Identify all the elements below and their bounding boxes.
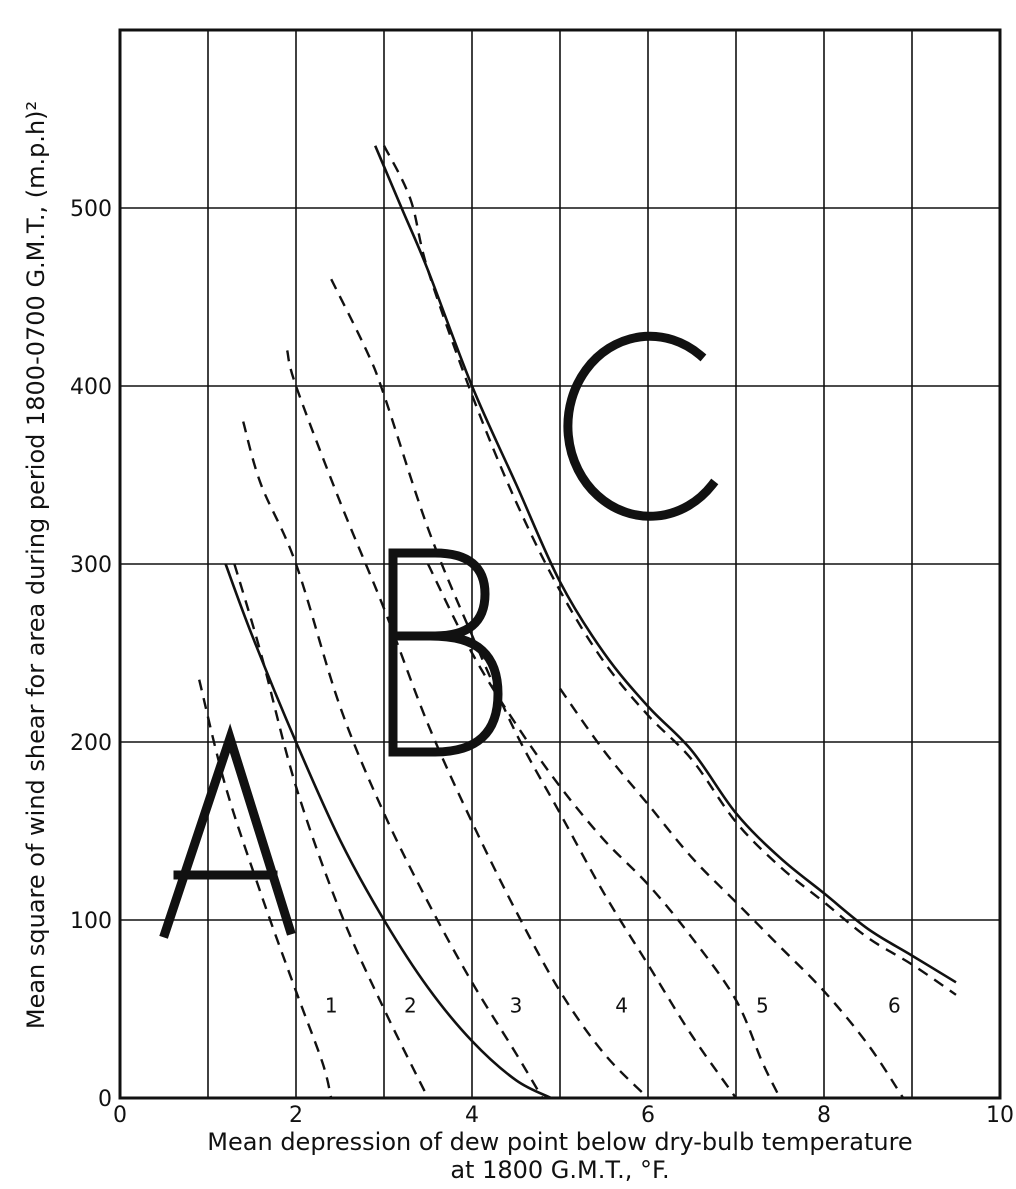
- region-label-2: 2: [404, 994, 417, 1018]
- x-axis-label-line1: Mean depression of dew point below dry-b…: [207, 1128, 912, 1156]
- curve-8-dashed: [382, 145, 957, 996]
- curve-1-dashed: [198, 679, 333, 1099]
- x-tick-label: 8: [817, 1103, 831, 1128]
- region-label-6: 6: [888, 994, 901, 1018]
- curve-5-dashed: [286, 350, 649, 1099]
- zone-letters: [159, 331, 719, 939]
- y-tick-label: 500: [70, 197, 112, 222]
- x-axis-label-line2: at 1800 G.M.T., °F.: [450, 1156, 669, 1184]
- x-tick-label: 10: [986, 1103, 1014, 1128]
- curve-9-dashed: [426, 563, 782, 1099]
- curve-4-dashed: [242, 421, 544, 1099]
- curve-10-dashed: [559, 687, 905, 1099]
- region-label-4: 4: [615, 994, 628, 1018]
- region-label-5: 5: [756, 994, 769, 1018]
- x-tick-label: 4: [465, 1103, 479, 1128]
- zone-letter-b: [388, 548, 503, 757]
- y-tick-label: 300: [70, 553, 112, 578]
- region-labels: 1 2 3 4 5 6: [325, 994, 901, 1018]
- y-tick-label: 0: [98, 1087, 112, 1112]
- plot-frame: [118, 28, 1002, 1100]
- curve-3-solid: [224, 563, 552, 1100]
- zone-letter-c: [563, 331, 719, 521]
- x-tick-label: 2: [289, 1103, 303, 1128]
- y-axis-label: Mean square of wind shear for area durin…: [22, 101, 50, 1029]
- y-tick-label: 400: [70, 375, 112, 400]
- curves: [198, 145, 957, 1100]
- region-label-3: 3: [510, 994, 523, 1018]
- zone-letter-a: [159, 723, 296, 939]
- grid: [120, 30, 1000, 1098]
- x-tick-label: 0: [113, 1103, 127, 1128]
- x-tick-label: 6: [641, 1103, 655, 1128]
- y-tick-label: 100: [70, 909, 112, 934]
- y-tick-label: 200: [70, 731, 112, 756]
- curve-7-solid: [374, 145, 957, 984]
- region-label-1: 1: [325, 994, 338, 1018]
- curve-2-dashed: [233, 563, 430, 1099]
